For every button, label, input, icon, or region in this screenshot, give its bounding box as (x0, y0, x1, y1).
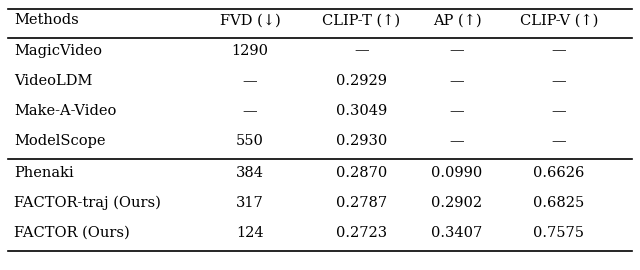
Text: MagicVideo: MagicVideo (14, 44, 102, 58)
Text: CLIP-V (↑): CLIP-V (↑) (520, 14, 598, 28)
Text: —: — (354, 44, 369, 58)
Text: FACTOR (Ours): FACTOR (Ours) (14, 226, 130, 240)
Text: 317: 317 (236, 196, 264, 210)
Text: 0.2930: 0.2930 (336, 134, 387, 148)
Text: 0.2723: 0.2723 (336, 226, 387, 240)
Text: 0.6825: 0.6825 (533, 196, 584, 210)
Text: 0.2929: 0.2929 (336, 74, 387, 88)
Text: 1290: 1290 (232, 44, 268, 58)
Text: 0.6626: 0.6626 (533, 166, 585, 180)
Text: —: — (243, 104, 257, 118)
Text: Methods: Methods (14, 14, 79, 28)
Text: 0.2870: 0.2870 (336, 166, 387, 180)
Text: 124: 124 (236, 226, 264, 240)
Text: —: — (450, 104, 464, 118)
Text: —: — (450, 44, 464, 58)
Text: —: — (450, 74, 464, 88)
Text: —: — (552, 74, 566, 88)
Text: 550: 550 (236, 134, 264, 148)
Text: AP (↑): AP (↑) (433, 14, 481, 28)
Text: VideoLDM: VideoLDM (14, 74, 93, 88)
Text: 384: 384 (236, 166, 264, 180)
Text: FACTOR-traj (Ours): FACTOR-traj (Ours) (14, 196, 161, 210)
Text: 0.7575: 0.7575 (534, 226, 584, 240)
Text: Phenaki: Phenaki (14, 166, 74, 180)
Text: —: — (552, 44, 566, 58)
Text: Make-A-Video: Make-A-Video (14, 104, 116, 118)
Text: 0.2787: 0.2787 (336, 196, 387, 210)
Text: 0.2902: 0.2902 (431, 196, 483, 210)
Text: —: — (450, 134, 464, 148)
Text: —: — (552, 104, 566, 118)
Text: —: — (552, 134, 566, 148)
Text: 0.3049: 0.3049 (336, 104, 387, 118)
Text: —: — (243, 74, 257, 88)
Text: 0.3407: 0.3407 (431, 226, 483, 240)
Text: 0.0990: 0.0990 (431, 166, 483, 180)
Text: CLIP-T (↑): CLIP-T (↑) (323, 14, 401, 28)
Text: ModelScope: ModelScope (14, 134, 106, 148)
Text: FVD (↓): FVD (↓) (220, 14, 280, 28)
